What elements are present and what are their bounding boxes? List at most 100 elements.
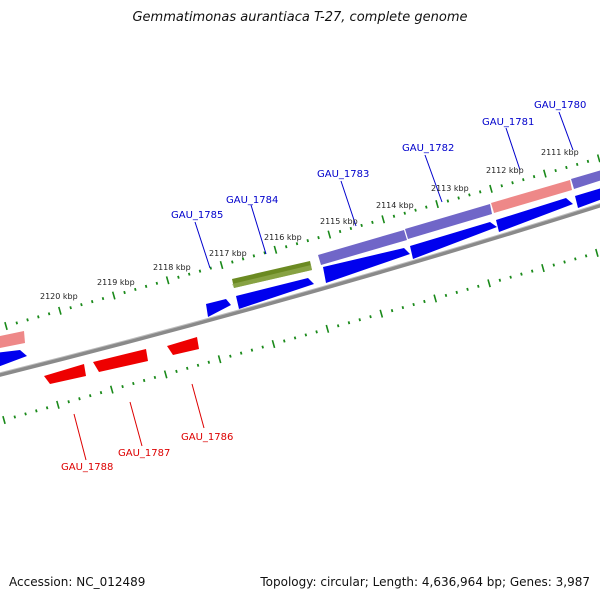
gene-arrow-gau-1784[interactable] xyxy=(236,278,314,309)
gene-arrow-gau-1782[interactable] xyxy=(410,222,497,259)
gene-label-gau-1784: GAU_1784 xyxy=(226,195,278,206)
gene-arrow-gau-1781[interactable] xyxy=(496,198,573,232)
outer-tick-mark xyxy=(144,284,148,288)
gene-arrow-gau-1787[interactable] xyxy=(93,349,148,372)
inner-tick-mark xyxy=(88,394,92,398)
inner-tick-mark xyxy=(584,254,588,258)
tick-label-2116: 2116 kbp xyxy=(264,233,302,242)
band-block-pink-left xyxy=(0,331,25,348)
inner-tick-mark xyxy=(433,294,438,303)
tick-label-2113: 2113 kbp xyxy=(431,184,469,193)
gene-arrow-left-partial[interactable] xyxy=(0,350,27,368)
inner-tick-mark xyxy=(498,278,502,282)
gene-arrow-gau-1788[interactable] xyxy=(44,364,86,384)
inner-tick-mark xyxy=(217,355,222,364)
inner-tick-mark xyxy=(347,321,351,325)
tick-label-2114: 2114 kbp xyxy=(376,201,414,210)
outer-tick-mark xyxy=(586,159,590,163)
outer-tick-mark xyxy=(134,287,137,292)
gene-arrow-gau-1785[interactable] xyxy=(206,299,231,317)
outer-tick-mark xyxy=(468,193,471,197)
outer-tick-mark xyxy=(273,245,278,254)
gene-leader-lines xyxy=(73,111,574,461)
inner-tick-mark xyxy=(2,415,6,425)
genome-summary-text: Topology: circular; Length: 4,636,964 bp… xyxy=(260,575,590,589)
outer-tick-mark xyxy=(47,312,51,316)
inner-tick-mark xyxy=(121,384,124,389)
inner-tick-mark xyxy=(186,366,189,370)
outer-tick-mark xyxy=(209,266,213,270)
outer-tick-mark xyxy=(15,321,19,325)
inner-tick-mark xyxy=(239,351,243,355)
inner-tick-mark xyxy=(412,302,415,307)
outer-tick-mark xyxy=(360,223,363,228)
inner-tick-mark xyxy=(293,336,297,340)
tick-label-2111: 2111 kbp xyxy=(541,148,579,157)
inner-tick-mark xyxy=(390,309,394,313)
outer-tick-mark xyxy=(4,321,8,331)
outer-tick-mark xyxy=(425,205,428,209)
outer-tick-mark xyxy=(295,242,299,246)
band-block-olive-shade xyxy=(232,265,312,288)
inner-tick-mark xyxy=(304,333,308,337)
inner-tick-mark xyxy=(563,260,566,264)
outer-tick-mark xyxy=(187,272,191,276)
outer-tick-mark xyxy=(306,239,310,243)
outer-tick-mark xyxy=(177,275,180,279)
outer-tick-mark xyxy=(284,245,288,249)
inner-tick-mark xyxy=(401,305,405,310)
outer-tick-mark xyxy=(69,306,72,310)
inner-tick-mark xyxy=(574,257,577,261)
gene-arrow-gau-1786[interactable] xyxy=(167,337,199,355)
feature-band-top xyxy=(0,170,600,348)
gene-label-gau-1782: GAU_1782 xyxy=(402,143,454,154)
outer-tick-mark xyxy=(457,196,460,200)
outer-tick-mark xyxy=(543,169,547,178)
outer-tick-mark xyxy=(381,215,386,224)
tick-label-2119: 2119 kbp xyxy=(97,278,135,287)
outer-tick-mark xyxy=(435,200,439,209)
gene-arrow-gau-1783[interactable] xyxy=(323,248,410,283)
outer-tick-mark xyxy=(263,251,266,255)
outer-tick-mark xyxy=(123,290,126,295)
inner-tick-mark xyxy=(336,324,340,328)
outer-tick-mark xyxy=(371,220,374,224)
outer-tick-ring xyxy=(4,154,600,331)
outer-tick-mark xyxy=(511,181,514,185)
gene-arrow-gau-1780[interactable] xyxy=(575,187,600,208)
outer-tick-mark xyxy=(446,199,450,203)
inner-tick-mark xyxy=(24,412,27,416)
inner-tick-mark xyxy=(358,318,361,322)
outer-tick-mark xyxy=(392,214,396,218)
tick-label-2120: 2120 kbp xyxy=(40,292,78,301)
inner-tick-mark xyxy=(271,339,276,349)
outer-tick-mark xyxy=(327,230,332,239)
inner-tick-mark xyxy=(56,400,60,409)
inner-tick-mark xyxy=(325,324,330,333)
inner-tick-mark xyxy=(109,385,114,394)
inner-tick-mark xyxy=(595,248,599,257)
outer-tick-mark xyxy=(219,260,224,270)
band-block-purple-1 xyxy=(318,230,407,265)
inner-tick-mark xyxy=(379,309,384,318)
inner-tick-mark xyxy=(369,315,372,319)
outer-tick-mark xyxy=(349,226,353,231)
band-block-pink-1 xyxy=(491,180,572,213)
inner-tick-mark xyxy=(196,363,200,367)
kbp-labels: 2111 kbp 2112 kbp 2113 kbp 2114 kbp 2115… xyxy=(40,148,579,301)
inner-tick-mark xyxy=(455,290,459,294)
outer-tick-mark xyxy=(596,154,600,163)
genome-backbone-highlight xyxy=(0,203,600,374)
inner-tick-mark xyxy=(466,287,469,291)
inner-tick-mark xyxy=(487,279,491,288)
inner-tick-mark xyxy=(541,264,545,273)
inner-tick-mark xyxy=(261,345,264,349)
gene-labels: GAU_1780 GAU_1781 GAU_1782 GAU_1783 GAU_… xyxy=(61,100,586,473)
inner-tick-mark xyxy=(163,370,168,379)
outer-tick-mark xyxy=(414,208,417,212)
tick-label-2112: 2112 kbp xyxy=(486,166,524,175)
outer-tick-mark xyxy=(403,211,407,215)
genome-backbone xyxy=(0,203,600,377)
inner-tick-mark xyxy=(520,272,523,276)
